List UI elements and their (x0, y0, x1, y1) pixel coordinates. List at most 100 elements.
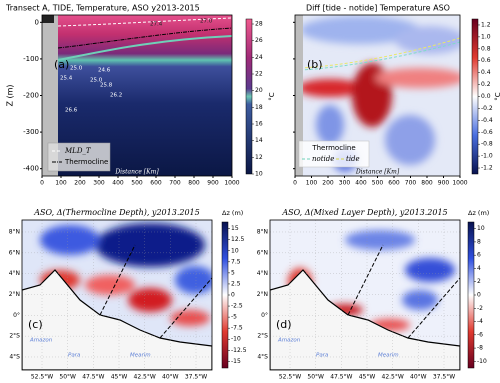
colorbar-tick-label: -7.5 (231, 325, 243, 332)
colorbar-tick-label: 0 (477, 292, 481, 299)
x-tick-label: 700 (169, 180, 181, 187)
river-label: Mearim (378, 353, 399, 359)
colorbar-tick-label: 24 (255, 54, 263, 61)
x-tick-label: 42.5°W (382, 374, 404, 381)
legend-label: tide (346, 155, 360, 163)
legend-box (298, 140, 370, 168)
colorbar (221, 221, 229, 369)
legend-box (47, 142, 111, 172)
y-tick-label: 0 (35, 18, 39, 26)
y-tick-label: 2°N (9, 291, 20, 298)
y-tick-label: 2°N (257, 291, 268, 298)
colorbar-tick-label: -15 (231, 358, 241, 365)
panel-label: (d) (276, 318, 292, 331)
river-label: Para (68, 353, 81, 359)
colorbar-tick-label: 16 (255, 121, 263, 128)
colorbar-tick-label: 5 (231, 269, 235, 276)
chart-title: Transect A, TIDE, Temperature, ASO y2013… (5, 4, 200, 13)
legend-title: Thermocline (311, 144, 355, 152)
x-tick-label: 47.5°W (82, 374, 104, 381)
colorbar-tick-label: 26 (255, 37, 263, 44)
colorbar-tick-label: -5 (231, 314, 237, 321)
x-tick-label: 100 (55, 180, 67, 187)
colorbar-tick-label: 12 (255, 154, 263, 161)
x-tick-label: 800 (188, 180, 200, 187)
colorbar-label: Δz (m) (468, 209, 489, 217)
x-tick-label: 600 (150, 180, 162, 187)
river-label: Para (316, 353, 329, 359)
colorbar-tick-label: -1.2 (481, 165, 493, 172)
x-tick-label: 42.5°W (134, 374, 156, 381)
colorbar (471, 18, 479, 175)
x-tick-label: 400 (112, 180, 124, 187)
y-tick-label: -100 (23, 55, 39, 63)
colorbar-tick-label: 0.2 (481, 81, 491, 88)
x-axis-label: Distance [Km] (355, 169, 400, 176)
colorbar-tick-label: -2 (477, 305, 483, 312)
x-tick-label: 37.5°W (433, 374, 455, 381)
colorbar-label: °C (494, 92, 500, 101)
colorbar-label: °C (268, 92, 276, 101)
plot-frame (294, 14, 461, 177)
colorbar-tick-label: 22 (255, 71, 263, 78)
colorbar (245, 18, 253, 175)
colorbar-tick-label: 0.6 (481, 57, 491, 64)
y-tick-label: 6°N (9, 249, 20, 256)
colorbar-tick-label: -2.5 (231, 303, 243, 310)
y-axis-label: Z (m) (6, 84, 15, 106)
river-label: Mearim (130, 353, 151, 359)
colorbar-tick-label: -6 (477, 331, 483, 338)
colorbar-tick-label: -0.2 (481, 105, 493, 112)
colorbar-tick-label: 20 (255, 87, 263, 94)
x-tick-label: 800 (421, 180, 433, 187)
contour-label: 25.8 (100, 83, 113, 89)
chart-title: ASO, Δ(Mixed Layer Depth), y2013.2015 (281, 208, 447, 217)
y-tick-label: 2°S (257, 333, 268, 340)
x-tick-label: 700 (405, 180, 417, 187)
colorbar-tick-label: 2 (477, 278, 481, 285)
colorbar-tick-label: 0.0 (481, 93, 491, 100)
contour-label: 25.4 (60, 76, 73, 82)
x-tick-label: 40°W (410, 374, 427, 381)
contour-label: 26.2 (110, 93, 122, 99)
x-tick-label: 400 (355, 180, 367, 187)
plot-frame (269, 219, 461, 371)
y-tick-label: 0° (261, 312, 268, 319)
x-tick-label: 52.5°W (279, 374, 301, 381)
colorbar-tick-label: -0.8 (481, 141, 493, 148)
x-tick-label: 1000 (224, 180, 239, 187)
colorbar-tick-label: -8 (477, 345, 483, 352)
colorbar-tick-label: -1.0 (481, 153, 493, 160)
colorbar-tick-label: 1.0 (481, 33, 491, 40)
x-tick-label: 0 (40, 180, 44, 187)
colorbar-tick-label: 2.5 (231, 280, 241, 287)
legend-label: Thermocline (64, 158, 108, 166)
panel-d-field (270, 220, 460, 370)
y-tick-label: 6°N (257, 249, 268, 256)
legend-label: notide (312, 155, 334, 163)
colorbar-label: Δz (m) (222, 209, 243, 217)
panel-label: (a) (54, 58, 69, 71)
x-tick-label: 45°W (111, 374, 128, 381)
x-tick-label: 47.5°W (330, 374, 352, 381)
colorbar-tick-label: 4 (477, 265, 481, 272)
y-tick-label: 4°S (257, 353, 268, 360)
y-tick-label: 4°N (257, 270, 268, 277)
colorbar-tick-label: 1.2 (481, 21, 491, 28)
x-tick-label: 500 (372, 180, 384, 187)
y-tick-label: 8°N (9, 228, 20, 235)
legend-label: MLD_T (64, 147, 92, 155)
chart-title: ASO, Δ(Thermocline Depth), y2013.2015 (33, 208, 199, 217)
x-tick-label: 200 (74, 180, 86, 187)
x-tick-label: 900 (207, 180, 219, 187)
panel-label: (c) (28, 318, 43, 331)
colorbar-tick-label: 14 (255, 137, 263, 144)
x-tick-label: 900 (438, 180, 450, 187)
colorbar-tick-label: -0.6 (481, 129, 493, 136)
contour-label: 24.6 (98, 68, 111, 74)
x-tick-label: 37.5°W (185, 374, 207, 381)
x-axis-label: Distance [Km] (114, 169, 159, 176)
x-tick-label: 40°W (162, 374, 179, 381)
contour-label: 27.4 (150, 22, 163, 28)
